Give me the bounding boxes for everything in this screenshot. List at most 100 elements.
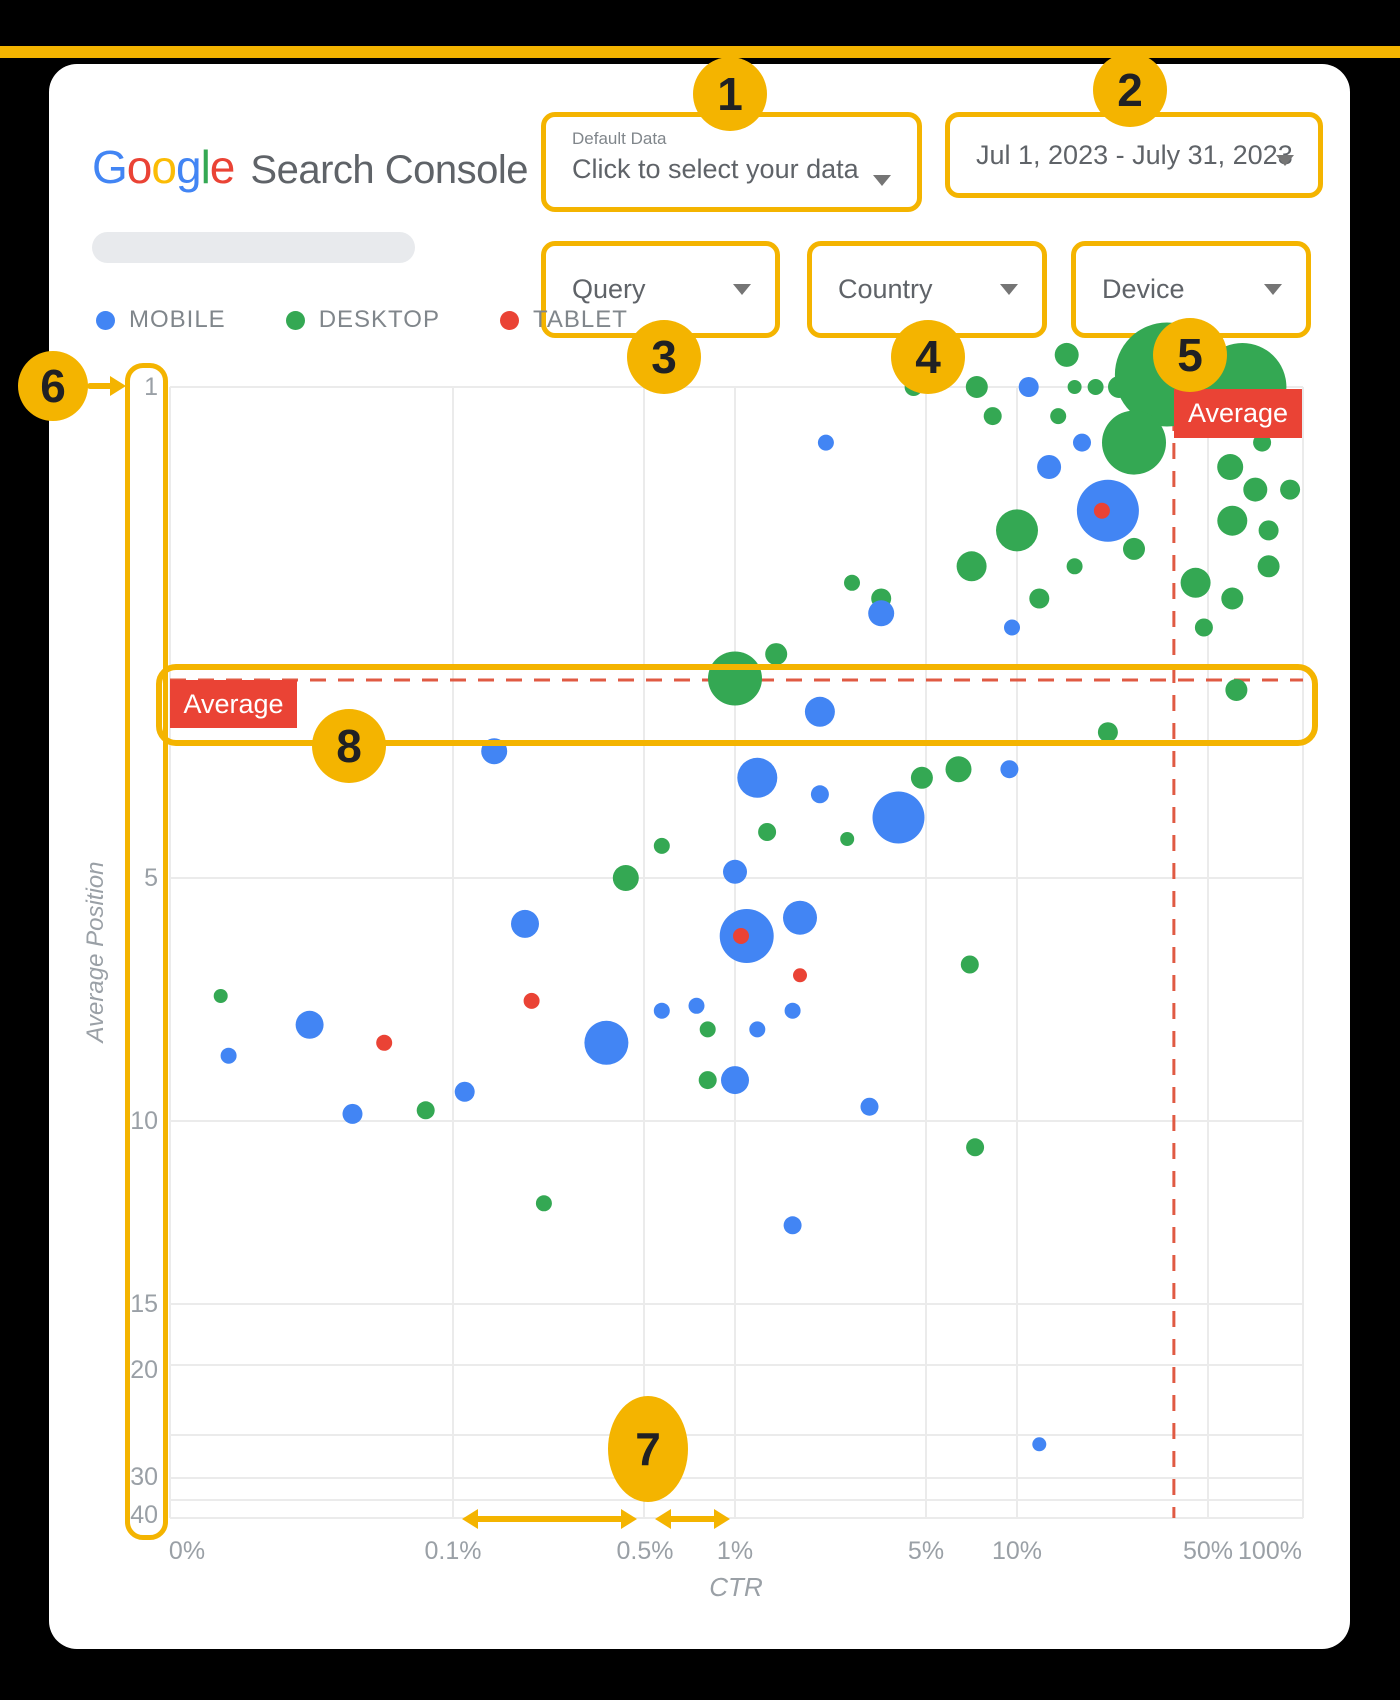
y-tick-label: 15	[130, 1290, 158, 1318]
callout-7: 7	[608, 1396, 688, 1502]
bubble-desktop[interactable]	[1258, 520, 1279, 541]
bubble-desktop[interactable]	[1123, 537, 1145, 560]
bubble-mobile[interactable]	[737, 757, 778, 798]
bubble-mobile[interactable]	[454, 1081, 475, 1102]
filter-device-label: Device	[1102, 274, 1185, 304]
bubble-mobile[interactable]	[810, 785, 829, 804]
bubble-tablet[interactable]	[376, 1034, 393, 1051]
bubble-desktop[interactable]	[765, 643, 788, 666]
callout-2: 2	[1093, 53, 1167, 127]
bubble-desktop[interactable]	[535, 1195, 552, 1212]
bubble-desktop[interactable]	[416, 1101, 435, 1120]
bubble-tablet[interactable]	[793, 968, 807, 983]
bubble-mobile[interactable]	[1073, 433, 1091, 452]
legend-label: MOBILE	[129, 306, 226, 333]
bubble-desktop[interactable]	[1029, 588, 1050, 609]
bubble-desktop[interactable]	[213, 989, 228, 1003]
bubble-desktop[interactable]	[1087, 379, 1104, 395]
callout-6: 6	[18, 351, 88, 421]
bubble-mobile[interactable]	[220, 1047, 237, 1064]
bubble-desktop[interactable]	[983, 407, 1002, 426]
bubble-desktop[interactable]	[1066, 558, 1083, 575]
bubble-mobile[interactable]	[872, 791, 925, 844]
brand-letter: l	[200, 141, 211, 193]
bubble-mobile[interactable]	[1032, 1437, 1047, 1452]
filter-country-label: Country	[838, 274, 933, 304]
bubble-mobile[interactable]	[749, 1021, 766, 1038]
bubble-desktop[interactable]	[956, 551, 987, 582]
bubble-desktop[interactable]	[965, 376, 988, 398]
bubble-desktop[interactable]	[1257, 555, 1280, 578]
x-tick-label: 5%	[908, 1537, 944, 1565]
chevron-down-icon	[1000, 284, 1018, 295]
callout-8: 8	[312, 709, 386, 783]
bubble-desktop[interactable]	[1067, 380, 1082, 394]
bubble-mobile[interactable]	[295, 1010, 324, 1039]
bubble-desktop[interactable]	[960, 955, 979, 974]
bubble-desktop[interactable]	[1102, 410, 1166, 475]
bubble-mobile[interactable]	[723, 859, 747, 884]
bubble-tablet[interactable]	[523, 992, 540, 1009]
bubble-mobile[interactable]	[653, 1002, 670, 1019]
bubble-mobile[interactable]	[783, 1216, 802, 1235]
bubble-desktop[interactable]	[996, 509, 1038, 552]
axis-ticks: 0% 0.1% 0.5% 1% 5% 10% 50% 100%151015203040CTRA…	[82, 373, 1302, 1602]
brand-letter: o	[151, 141, 177, 193]
bubble-mobile[interactable]	[721, 1066, 749, 1095]
bubble-desktop[interactable]	[840, 832, 855, 846]
bubble-desktop[interactable]	[758, 823, 777, 841]
bubble-desktop[interactable]	[1180, 567, 1211, 598]
brand-letter: e	[209, 141, 236, 193]
y-axis-highlight-box	[125, 363, 168, 1540]
bubble-desktop[interactable]	[1050, 408, 1067, 425]
bubble-desktop[interactable]	[1243, 477, 1268, 502]
bubble-desktop[interactable]	[1097, 722, 1118, 743]
bubble-desktop[interactable]	[1253, 433, 1272, 452]
bubble-mobile[interactable]	[1000, 760, 1019, 779]
subtitle-placeholder-bar	[92, 232, 415, 263]
bubble-mobile[interactable]	[817, 434, 834, 451]
legend-item-tablet: TABLET	[499, 306, 628, 334]
bubble-desktop[interactable]	[844, 574, 860, 591]
bubble-mobile[interactable]	[804, 696, 835, 727]
top-accent-stripe	[0, 46, 1400, 58]
bubble-tablet[interactable]	[733, 928, 749, 944]
bubble-mobile[interactable]	[860, 1097, 879, 1116]
bubble-desktop[interactable]	[1221, 587, 1244, 610]
bubble-tablet[interactable]	[1093, 502, 1110, 519]
x-axis-title: CTR	[709, 1572, 762, 1602]
bubble-desktop[interactable]	[1054, 342, 1079, 367]
bubble-desktop[interactable]	[910, 766, 933, 789]
callout-1: 1	[693, 57, 767, 131]
data-source-value: Click to select your data	[572, 154, 859, 184]
bubble-desktop[interactable]	[1280, 479, 1301, 500]
bubble-mobile[interactable]	[342, 1103, 363, 1124]
x-tick-label: 0.1%	[425, 1537, 482, 1565]
brand-letter: G	[92, 141, 128, 193]
y-axis-title: Average Position	[82, 861, 109, 1044]
bubble-mobile[interactable]	[584, 1020, 629, 1065]
bubble-desktop[interactable]	[1217, 454, 1244, 480]
date-range-value: Jul 1, 2023 - July 31, 2023	[976, 139, 1293, 170]
bubble-desktop[interactable]	[1225, 679, 1248, 701]
bubble-desktop[interactable]	[699, 1021, 716, 1038]
bubble-desktop[interactable]	[612, 865, 639, 891]
bubble-mobile[interactable]	[688, 997, 705, 1014]
bubble-mobile[interactable]	[1037, 455, 1062, 479]
bubble-mobile[interactable]	[1004, 619, 1020, 636]
bubble-desktop[interactable]	[653, 837, 670, 854]
callout-3: 3	[627, 320, 701, 394]
bubble-mobile[interactable]	[784, 1002, 801, 1019]
bubble-mobile[interactable]	[1018, 377, 1039, 397]
bubble-mobile[interactable]	[868, 600, 895, 627]
callout-5: 5	[1153, 318, 1227, 392]
bubble-desktop[interactable]	[1194, 618, 1213, 637]
bubble-mobile[interactable]	[511, 909, 539, 938]
bubble-desktop[interactable]	[945, 756, 972, 783]
bubble-mobile[interactable]	[783, 900, 817, 935]
bubbles	[213, 322, 1301, 1452]
bubble-desktop[interactable]	[1217, 505, 1248, 536]
bubble-desktop[interactable]	[966, 1138, 985, 1157]
bubble-desktop[interactable]	[698, 1071, 717, 1090]
